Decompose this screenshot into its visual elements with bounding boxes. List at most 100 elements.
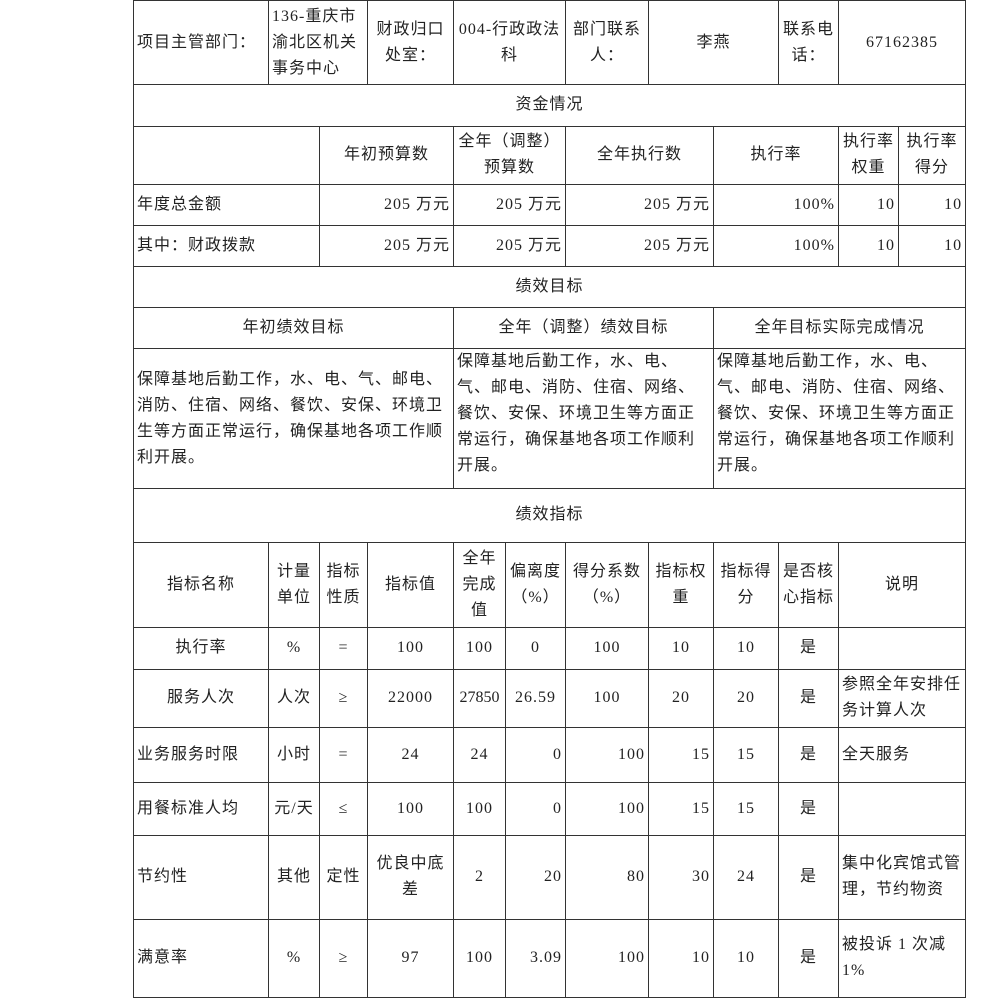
funds-table: 资金情况 年初预算数 全年（调整）预算数 全年执行数 执行率 执行率权重 执行率… [132, 85, 967, 267]
indicator-cell: ≥ [319, 669, 368, 728]
indicator-cell: 是 [778, 627, 839, 670]
indicator-cell: 小时 [268, 727, 320, 783]
funds-cell: 205 万元 [565, 184, 714, 226]
indicator-cell: 0 [505, 627, 566, 670]
funds-col-header: 执行率得分 [897, 126, 967, 185]
indicator-cell: 26.59 [505, 669, 566, 728]
funds-row: 年度总金额 205 万元 205 万元 205 万元 100% 10 10 [133, 184, 967, 226]
indicator-cell [837, 627, 967, 670]
indicator-row: 执行率% = 100 100 0 100 10 10 是 [133, 627, 967, 670]
funds-cell: 10 [897, 225, 967, 267]
indicator-cell: ≤ [319, 782, 368, 836]
funds-col-header: 全年执行数 [565, 126, 714, 185]
indicator-cell: 是 [778, 835, 839, 920]
funds-cell: 10 [897, 184, 967, 226]
contact-label: 部门联系人： [565, 0, 649, 85]
indicator-cell: 0 [505, 727, 566, 783]
indicator-cell: 10 [648, 627, 714, 670]
indicator-cell: 节约性 [133, 835, 269, 920]
indicator-col-header: 得分系数（%） [565, 542, 649, 628]
funds-cell: 10 [838, 225, 899, 267]
indicator-cell: 0 [505, 782, 566, 836]
funds-row: 其中：财政拨款 205 万元 205 万元 205 万元 100% 10 10 [133, 225, 967, 267]
indicator-cell: 24 [713, 835, 779, 920]
indicator-cell: 80 [565, 835, 649, 920]
indicator-cell: 3.09 [505, 919, 566, 998]
funds-col-header: 全年（调整）预算数 [453, 126, 566, 185]
indicator-cell: = [319, 627, 368, 670]
funds-col-header: 执行率权重 [838, 126, 899, 185]
indicator-cell: 定性 [319, 835, 368, 920]
indicator-cell: 被投诉 1 次减1% [837, 919, 967, 998]
funds-cell: 年度总金额 [133, 184, 320, 226]
indicator-col-header: 说明 [837, 542, 967, 628]
goal-initial: 保障基地后勤工作，水、电、气、邮电、消防、住宿、网络、餐饮、安保、环境卫生等方面… [133, 348, 454, 489]
indicator-cell: 是 [778, 782, 839, 836]
indicator-cell: 是 [778, 727, 839, 783]
indicator-cell: 30 [648, 835, 714, 920]
indicator-cell: 20 [713, 669, 779, 728]
indicator-cell: 15 [648, 782, 714, 836]
indicator-cell: 15 [648, 727, 714, 783]
indicator-col-header: 计量单位 [268, 542, 320, 628]
indicator-cell: 满意率 [133, 919, 269, 998]
indicator-cell: 100 [565, 669, 649, 728]
funds-col-header [133, 126, 320, 185]
indicators-title: 绩效指标 [132, 489, 967, 543]
dept-value: 136-重庆市渝北区机关事务中心 [268, 0, 368, 85]
indicator-col-header: 指标得分 [713, 542, 779, 628]
funds-cell: 205 万元 [319, 225, 454, 267]
funds-cell: 205 万元 [453, 225, 566, 267]
indicator-col-header: 指标性质 [319, 542, 368, 628]
indicator-cell: % [268, 919, 320, 998]
indicator-cell: 10 [648, 919, 714, 998]
goal-adjusted: 保障基地后勤工作，水、电、气、邮电、消防、住宿、网络、餐饮、安保、环境卫生等方面… [453, 348, 714, 489]
phone-label: 联系电话： [778, 0, 839, 85]
finance-label: 财政归口处室： [367, 0, 454, 85]
indicator-cell: 20 [505, 835, 566, 920]
funds-cell: 100% [713, 184, 839, 226]
phone-value: 67162385 [838, 0, 966, 85]
indicator-cell: ≥ [319, 919, 368, 998]
indicator-cell: 其他 [268, 835, 320, 920]
funds-cell: 100% [713, 225, 839, 267]
indicator-cell: 10 [713, 919, 779, 998]
indicator-cell: 集中化宾馆式管理，节约物资 [837, 835, 967, 920]
indicator-cell: 100 [453, 627, 506, 670]
indicator-cell: 执行率 [133, 627, 269, 670]
goals-title: 绩效目标 [132, 266, 967, 308]
indicator-cell: 人次 [268, 669, 320, 728]
indicator-cell: 10 [713, 627, 779, 670]
indicator-row: 用餐标准人均 元/天 ≤100 100 0 100 15 15 是 [133, 782, 967, 836]
indicator-cell: 100 [367, 782, 454, 836]
indicator-cell: 是 [778, 919, 839, 998]
indicator-cell: 24 [453, 727, 506, 783]
indicator-cell: 元/天 [268, 782, 320, 836]
indicator-cell: 100 [565, 919, 649, 998]
indicator-col-header: 指标值 [367, 542, 454, 628]
indicator-cell: 22000 [367, 669, 454, 728]
funds-cell: 10 [838, 184, 899, 226]
funds-cell: 205 万元 [453, 184, 566, 226]
indicator-cell: 100 [453, 919, 506, 998]
indicator-cell: 15 [713, 727, 779, 783]
indicator-cell: 2 [453, 835, 506, 920]
goals-col-header: 全年（调整）绩效目标 [453, 307, 714, 349]
indicator-cell: 15 [713, 782, 779, 836]
indicator-row: 满意率% ≥97 100 3.09 100 10 10 是被投诉 1 次减1% [133, 919, 967, 998]
indicator-row: 节约性 其他 定性 优良中底差 2 20 80 30 24 是集中化宾馆式管理，节约物资 [133, 835, 967, 920]
indicator-cell: 27850 [453, 669, 506, 728]
header-table: 项目主管部门： 136-重庆市渝北区机关事务中心 财政归口处室： 004-行政政… [133, 0, 966, 85]
indicator-cell [837, 782, 967, 836]
contact-value: 李燕 [648, 0, 779, 85]
funds-cell: 205 万元 [319, 184, 454, 226]
indicator-cell: 100 [565, 727, 649, 783]
indicator-cell: % [268, 627, 320, 670]
indicator-row: 业务服务时限 小时 = 24 24 0 100 15 15 是全天服务 [133, 727, 967, 783]
indicator-cell: 用餐标准人均 [133, 782, 269, 836]
funds-cell: 205 万元 [565, 225, 714, 267]
indicator-cell: 24 [367, 727, 454, 783]
indicators-table: 绩效指标 指标名称 计量单位 指标性质 指标值 全年完成值 偏离度（%） 得分系数（%） 指标… [132, 489, 967, 998]
indicator-cell: 优良中底差 [367, 835, 454, 920]
indicator-cell: 20 [648, 669, 714, 728]
